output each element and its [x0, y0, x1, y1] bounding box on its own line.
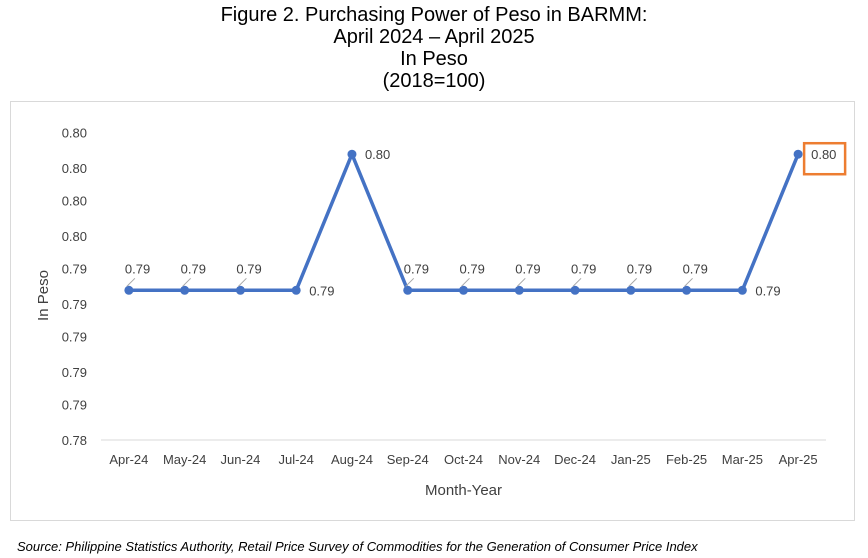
line-chart: 0.78 0.79 0.79 0.79 0.79 0.79 0.80 0.80 0.80 0.80… — [35, 125, 847, 499]
data-label: 0.79 — [309, 283, 334, 298]
x-tick-label: Jun-24 — [221, 452, 261, 467]
data-label: 0.79 — [181, 261, 206, 276]
label-leader-line — [628, 277, 638, 287]
chart-area: 0.78 0.79 0.79 0.79 0.79 0.79 0.80 0.80 0.80 0.80… — [10, 101, 855, 521]
data-label: 0.79 — [683, 261, 708, 276]
x-tick-label: Apr-25 — [779, 452, 818, 467]
x-tick-label: Nov-24 — [498, 452, 540, 467]
y-tick-label: 0.79 — [62, 365, 87, 380]
y-tick-label: 0.79 — [62, 297, 87, 312]
label-leader-line — [684, 277, 693, 287]
label-leader-line — [126, 277, 136, 287]
label-leader-line — [461, 277, 470, 287]
label-leader-line — [182, 277, 192, 287]
data-point — [570, 285, 580, 295]
title-line-4: (2018=100) — [382, 70, 486, 92]
source-note: Source: Philippine Statistics Authority,… — [17, 539, 698, 554]
x-tick-label: Apr-24 — [109, 452, 148, 467]
data-label: 0.79 — [125, 261, 150, 276]
highlight-box — [802, 141, 847, 176]
y-tick-label: 0.79 — [62, 330, 87, 345]
data-point — [626, 285, 636, 295]
data-point — [347, 149, 357, 159]
y-tick-label: 0.80 — [62, 229, 87, 244]
x-tick-label: Oct-24 — [444, 452, 483, 467]
data-label: 0.79 — [755, 283, 780, 298]
y-tick-label: 0.80 — [62, 125, 87, 140]
data-label: 0.80 — [365, 147, 390, 162]
data-point — [403, 285, 413, 295]
x-tick-label: Jul-24 — [278, 452, 313, 467]
title-line-2: April 2024 – April 2025 — [333, 26, 535, 48]
data-label: 0.79 — [515, 261, 540, 276]
y-tick-label: 0.79 — [62, 398, 87, 413]
data-label: 0.79 — [460, 261, 485, 276]
label-leader-line — [238, 277, 247, 287]
title-line-1: Figure 2. Purchasing Power of Peso in BA… — [220, 4, 648, 26]
label-leader-line — [516, 277, 526, 287]
data-point — [235, 285, 245, 295]
data-label: 0.79 — [571, 261, 596, 276]
chart-title: Figure 2. Purchasing Power of Peso in BA… — [0, 4, 868, 92]
label-leader-line — [572, 277, 582, 287]
y-tick-label: 0.79 — [62, 262, 87, 277]
x-tick-label: Dec-24 — [554, 452, 596, 467]
x-tick-label: Feb-25 — [666, 452, 707, 467]
x-tick-label: Aug-24 — [331, 452, 373, 467]
title-line-3: In Peso — [400, 48, 468, 70]
label-leader-line — [405, 277, 415, 287]
data-label: 0.80 — [811, 147, 836, 162]
y-tick-label: 0.80 — [62, 161, 87, 176]
data-label: 0.79 — [236, 261, 261, 276]
data-point — [291, 285, 301, 295]
x-tick-label: Jan-25 — [611, 452, 651, 467]
data-point — [124, 285, 134, 295]
data-label: 0.79 — [627, 261, 652, 276]
y-tick-label: 0.78 — [62, 433, 87, 448]
y-tick-label: 0.80 — [62, 193, 87, 208]
data-point — [514, 285, 524, 295]
data-point — [180, 285, 190, 295]
data-point — [682, 285, 692, 295]
x-tick-label: May-24 — [163, 452, 206, 467]
data-point — [737, 285, 747, 295]
x-axis-title: Month-Year — [425, 482, 502, 499]
data-label: 0.79 — [404, 261, 429, 276]
x-tick-label: Mar-25 — [722, 452, 763, 467]
data-point — [793, 149, 803, 159]
data-point — [459, 285, 468, 295]
x-tick-label: Sep-24 — [387, 452, 429, 467]
y-axis-title: In Peso — [35, 270, 52, 321]
